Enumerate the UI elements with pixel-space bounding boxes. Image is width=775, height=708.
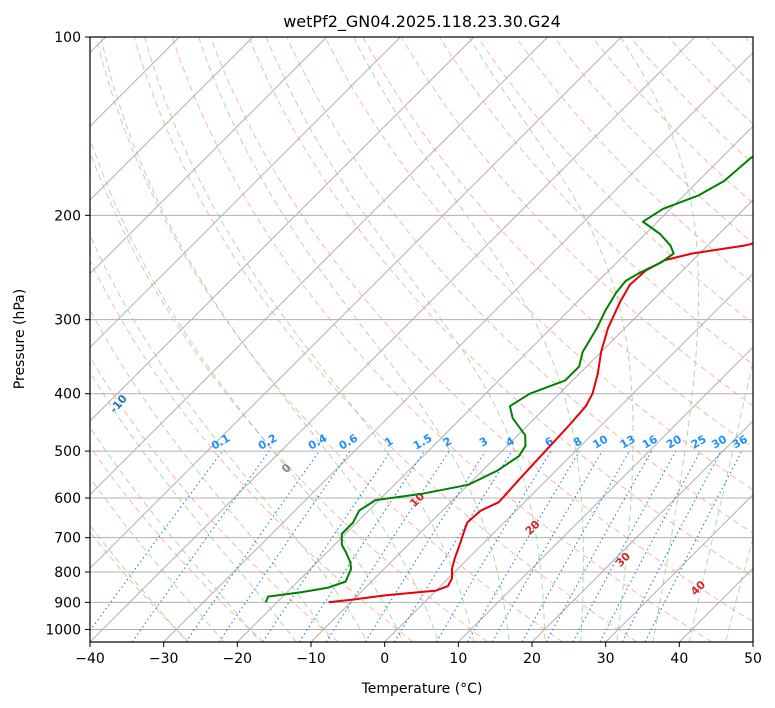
chart-title: wetPf2_GN04.2025.118.23.30.G24 — [283, 12, 561, 32]
mixing-ratio-line — [298, 450, 425, 642]
y-tick-label: 400 — [54, 387, 81, 403]
x-tick-label: −10 — [296, 651, 326, 667]
y-tick-label: 800 — [54, 565, 81, 581]
moist-adiabat-line — [198, 37, 510, 642]
x-tick-label: −40 — [75, 651, 105, 667]
mixing-ratio-line — [325, 450, 450, 642]
y-tick-label: 1000 — [45, 622, 81, 638]
dry-adiabat-line — [90, 259, 414, 642]
x-tick-label: 10 — [449, 651, 467, 667]
dry-adiabat-line — [171, 37, 712, 642]
background-lines — [90, 37, 753, 642]
mixing-ratio-line — [218, 450, 351, 642]
moist-adiabat-line — [468, 37, 634, 642]
mixing-ratio-line — [599, 450, 701, 642]
y-tick-label: 700 — [54, 531, 81, 547]
dry-adiabat-line — [210, 37, 753, 623]
x-tick-label: 30 — [597, 651, 615, 667]
moist-adiabat-line — [620, 37, 700, 642]
temperature-profile — [328, 242, 753, 604]
x-tick-label: 0 — [380, 651, 389, 667]
y-tick-label: 200 — [54, 208, 81, 224]
mixing-ratio-line — [393, 450, 513, 642]
isotherm-line — [384, 272, 753, 642]
isotherm-line — [90, 37, 475, 422]
dry-adiabat-line — [324, 37, 753, 491]
profile-lines — [264, 155, 753, 604]
dry-adiabat-line — [95, 37, 563, 642]
moist-adiabat-line — [90, 524, 188, 642]
dry-adiabat-line — [90, 445, 264, 642]
isotherm-line — [90, 37, 549, 496]
dry-adiabat-line — [248, 37, 753, 578]
y-tick-label: 900 — [54, 595, 81, 611]
mixing-ratio-line — [572, 450, 677, 642]
isotherm-line — [531, 420, 753, 642]
y-tick-label: 300 — [54, 313, 81, 329]
x-tick-label: −20 — [223, 651, 253, 667]
isotherm-line — [90, 37, 696, 642]
mixing-ratio-line — [262, 450, 392, 642]
x-axis-label: Temperature (°C) — [361, 681, 483, 697]
mixing-ratio-line — [364, 450, 486, 642]
isotherm-line — [90, 37, 622, 570]
moist-adiabat-line — [90, 426, 261, 642]
moist-adiabat-line — [90, 233, 369, 642]
x-tick-label: 40 — [670, 651, 688, 667]
isotherm-line — [236, 125, 753, 642]
isotherm-line — [457, 346, 753, 642]
moist-adiabat-line — [90, 371, 297, 642]
plot-frame — [89, 36, 754, 643]
isotherm-line — [605, 493, 753, 642]
y-tick-label: 600 — [54, 491, 81, 507]
dry-adiabat-line — [133, 37, 638, 642]
x-tick-label: −30 — [149, 651, 179, 667]
dry-adiabat-line — [515, 37, 753, 284]
axis-ticks: −40 −30 −20 −10 0 10 20 30 40 50 100 200 300 400 500 60… — [45, 30, 762, 667]
moist-adiabat-line — [353, 37, 584, 642]
moist-adiabat-line — [688, 358, 753, 642]
moist-adiabat-line — [100, 37, 439, 642]
x-tick-label: 20 — [523, 651, 541, 667]
moist-adiabat-line — [144, 37, 475, 642]
isotherm-line — [163, 51, 753, 642]
moist-adiabat-line — [90, 136, 404, 642]
mixing-ratio-line — [435, 450, 552, 642]
mixing-ratio-line — [467, 450, 580, 642]
dewpoint-profile — [264, 155, 753, 603]
dry-adiabat-line — [286, 37, 753, 534]
isotherm-line — [90, 37, 401, 349]
moist-adiabat-line — [90, 308, 333, 642]
x-tick-label: 50 — [744, 651, 762, 667]
isotherm-line — [90, 37, 254, 201]
moist-adiabat-line — [725, 536, 753, 642]
mixing-ratio-line — [185, 450, 320, 642]
y-tick-label: 100 — [54, 30, 81, 46]
isotherm-line — [90, 37, 328, 275]
y-axis-label: Pressure (hPa) — [12, 289, 28, 389]
y-tick-label: 500 — [54, 444, 81, 460]
